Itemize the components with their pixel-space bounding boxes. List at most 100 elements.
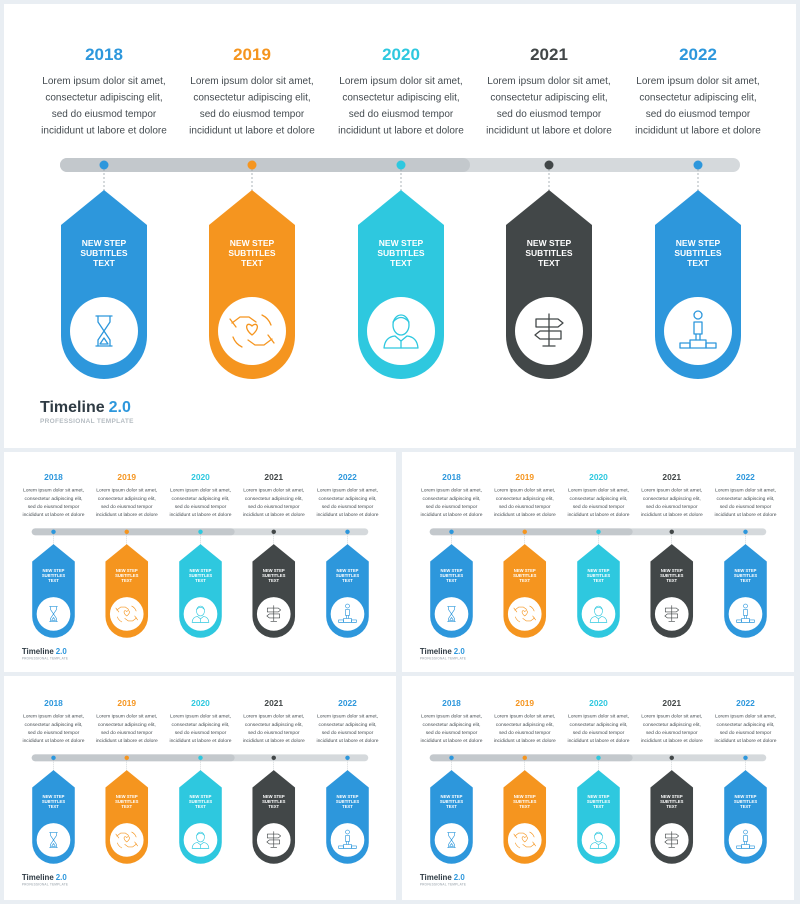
footer-title-word: Timeline <box>420 873 453 882</box>
card-subtitle-line: SUBTITLES <box>734 799 757 804</box>
description-line: Lorem ipsum dolor sit amet, <box>641 714 702 720</box>
timeline-dot <box>449 529 454 535</box>
description-line: consectetur adipiscing elit, <box>643 722 701 728</box>
card-subtitle-line: NEW STEP <box>441 568 463 573</box>
timeline-dot <box>271 529 276 535</box>
timeline-progress <box>31 754 235 762</box>
description-line: sed do eiusmod tempor <box>720 730 772 736</box>
description-line: consectetur adipiscing elit, <box>570 722 628 728</box>
timeline-step-2019: 2019 Lorem ipsum dolor sit amet, consectet… <box>96 698 158 864</box>
year-label: 2018 <box>44 698 63 708</box>
description-line: Lorem ipsum dolor sit amet, <box>568 714 629 720</box>
footer-subtitle: PROFESSIONAL TEMPLATE <box>22 657 69 661</box>
footer-version: 2.0 <box>56 647 68 656</box>
timeline-progress <box>31 528 235 536</box>
card-subtitle-line: NEW STEP <box>527 238 572 248</box>
description-line: consectetur adipiscing elit, <box>45 93 162 104</box>
description-line: Lorem ipsum dolor sit amet, <box>190 76 313 87</box>
description-line: Lorem ipsum dolor sit amet, <box>317 714 378 720</box>
description-line: consectetur adipiscing elit, <box>639 93 756 104</box>
card-subtitle-line: NEW STEP <box>337 568 359 573</box>
timeline-step-2022: 2022 Lorem ipsum dolor sit amet, consectet… <box>635 45 761 379</box>
card-subtitle-line: NEW STEP <box>661 568 683 573</box>
icon-circle <box>664 297 732 365</box>
timeline-dot <box>99 160 109 170</box>
card-subtitle-line: SUBTITLES <box>262 573 285 578</box>
timeline-progress <box>60 158 470 172</box>
footer-version: 2.0 <box>454 647 466 656</box>
description-line: Lorem ipsum dolor sit amet, <box>243 488 304 494</box>
description-line: sed do eiusmod tempor <box>52 109 157 120</box>
icon-circle <box>109 823 144 857</box>
timeline-dot <box>669 755 674 761</box>
description-line: Lorem ipsum dolor sit amet, <box>421 714 482 720</box>
card-subtitle-line: TEXT <box>390 258 413 268</box>
description-line: consectetur adipiscing elit, <box>245 722 303 728</box>
timeline-graphic: 2018 Lorem ipsum dolor sit amet, consectet… <box>420 472 777 661</box>
description-line: Lorem ipsum dolor sit amet, <box>96 714 157 720</box>
timeline-dot <box>247 160 257 170</box>
description-line: incididunt ut labore et dolore <box>96 738 158 744</box>
description-line: consectetur adipiscing elit, <box>643 496 701 502</box>
description-line: sed do eiusmod tempor <box>646 730 698 736</box>
icon-circle <box>183 597 218 631</box>
timeline-dot <box>522 755 527 761</box>
footer-title: Timeline 2.0 <box>420 647 466 656</box>
description-line: consectetur adipiscing elit, <box>172 496 230 502</box>
year-label: 2022 <box>338 698 357 708</box>
timeline-graphic: 2018 Lorem ipsum dolor sit amet, consectet… <box>420 698 777 887</box>
description-line: incididunt ut labore et dolore <box>316 738 378 744</box>
description-line: consectetur adipiscing elit, <box>319 722 377 728</box>
card-subtitle-line: TEXT <box>268 804 279 809</box>
timeline-dot <box>51 529 56 535</box>
description-line: incididunt ut labore et dolore <box>641 738 703 744</box>
timeline-step-2018: 2018 Lorem ipsum dolor sit amet, consectet… <box>22 472 85 638</box>
footer-title: Timeline 2.0 <box>420 873 466 882</box>
footer-subtitle: PROFESSIONAL TEMPLATE <box>22 883 69 887</box>
card-subtitle-line: TEXT <box>593 578 604 583</box>
card-subtitle-line: NEW STEP <box>190 568 212 573</box>
year-label: 2018 <box>85 45 123 64</box>
timeline-step-2022: 2022 Lorem ipsum dolor sit amet, consectet… <box>316 472 379 638</box>
card-subtitle-line: SUBTITLES <box>660 573 683 578</box>
description-line: sed do eiusmod tempor <box>573 730 625 736</box>
description-line: consectetur adipiscing elit, <box>570 496 628 502</box>
timeline-dot <box>124 755 129 761</box>
timeline-step-2021: 2021 Lorem ipsum dolor sit amet, consectet… <box>486 45 612 379</box>
card-subtitle-line: SUBTITLES <box>80 248 128 258</box>
card-subtitle-line: TEXT <box>538 258 561 268</box>
card-subtitle-line: TEXT <box>666 578 677 583</box>
card-subtitle-line: TEXT <box>519 804 530 809</box>
description-line: consectetur adipiscing elit, <box>172 722 230 728</box>
description-line: incididunt ut labore et dolore <box>567 512 629 518</box>
card-subtitle-line: NEW STEP <box>676 238 721 248</box>
footer-title: Timeline 2.0 <box>40 399 131 416</box>
timeline-progress <box>429 528 633 536</box>
signpost-icon <box>664 831 679 848</box>
description-line: sed do eiusmod tempor <box>200 109 305 120</box>
slide-thumb-4: 2018 Lorem ipsum dolor sit amet, consectet… <box>402 676 794 900</box>
footer-title: Timeline 2.0 <box>22 647 68 656</box>
description-line: sed do eiusmod tempor <box>646 109 751 120</box>
description-line: sed do eiusmod tempor <box>720 504 772 510</box>
card-subtitle-line: TEXT <box>446 804 457 809</box>
signpost-icon <box>266 831 281 848</box>
card-subtitle-line: TEXT <box>195 578 206 583</box>
description-line: Lorem ipsum dolor sit amet, <box>317 488 378 494</box>
icon-circle <box>218 297 286 365</box>
year-label: 2022 <box>679 45 717 64</box>
description-line: consectetur adipiscing elit, <box>319 496 377 502</box>
timeline-dot <box>396 160 406 170</box>
timeline-step-2020: 2020 Lorem ipsum dolor sit amet, consectet… <box>567 698 630 864</box>
card-subtitle-line: SUBTITLES <box>734 573 757 578</box>
hourglass-icon <box>49 606 58 622</box>
description-line: consectetur adipiscing elit, <box>25 496 83 502</box>
icon-circle <box>728 597 763 631</box>
card-subtitle-line: NEW STEP <box>116 568 138 573</box>
description-line: incididunt ut labore et dolore <box>494 738 556 744</box>
icon-circle <box>581 597 616 631</box>
icon-circle <box>581 823 616 857</box>
card-subtitle-line: SUBTITLES <box>525 248 573 258</box>
description-line: incididunt ut labore et dolore <box>420 512 482 518</box>
timeline-dot <box>345 529 350 535</box>
